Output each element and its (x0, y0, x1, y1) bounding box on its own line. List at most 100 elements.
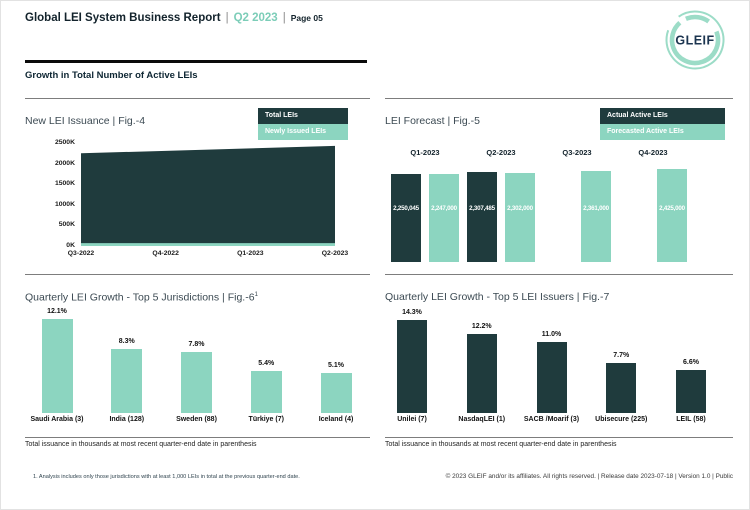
fig4-area-plot (81, 145, 335, 246)
percent-label: 11.0% (541, 330, 562, 338)
quarter-label: Q4-2023 (638, 148, 668, 157)
logo-outer-ring (665, 10, 725, 70)
panel-top-rule (25, 274, 370, 275)
actual-bar (391, 174, 421, 262)
category-label: LEIL (58) (676, 416, 706, 423)
y-axis-tick: 2000K (54, 159, 75, 167)
fig6-footnote: Total issuance in thousands at most rece… (25, 441, 257, 448)
chart-title-text: Quarterly LEI Growth - Top 5 LEI Issuers… (385, 290, 610, 303)
quarter-label: Q3-2023 (562, 148, 592, 157)
gleif-logo-graphic: GLEIF (665, 10, 725, 70)
forecast-bar (657, 169, 687, 262)
x-axis-label: Q4-2022 (152, 250, 179, 257)
legend-label: Actual Active LEIs (607, 112, 668, 119)
page-number: Page 05 (290, 13, 323, 23)
x-axis-label: Q3-2022 (67, 250, 95, 257)
growth-bar (536, 341, 567, 413)
copyright-line: © 2023 GLEIF and/or its affiliates. All … (445, 473, 733, 480)
growth-bar (397, 320, 427, 413)
bar-value-label: 2,361,000 (583, 205, 609, 212)
bar-value-label: 2,247,000 (431, 205, 457, 212)
category-label: Saudi Arabia (3) (30, 416, 84, 423)
percent-label: 5.4% (258, 360, 275, 368)
bar-value-label: 2,302,000 (507, 205, 533, 212)
growth-bar (111, 348, 143, 413)
quarter-label: Q2-2023 (486, 148, 516, 157)
fig4-area-chart: 2500K 2000K 1500K 1000K 500K 0K Q3-2022 Q4-2022… (25, 98, 370, 270)
percent-label: 7.8% (188, 341, 205, 349)
chart-title-text: LEI Forecast | Fig.-5 (385, 114, 480, 127)
chart-title-text: New LEI Issuance | Fig.-4 (25, 114, 146, 127)
panel-top-rule (385, 274, 733, 275)
percent-label: 6.6% (683, 359, 699, 367)
header-separator: | (225, 12, 229, 24)
total-leis-area (81, 145, 335, 246)
legend-label: Newly Issued LEIs (265, 128, 327, 135)
quarter-label: Q1-2023 (410, 148, 440, 157)
y-axis-tick: 500K (58, 221, 75, 229)
chart-title-fig5: LEI Forecast | Fig.-5 (385, 115, 480, 127)
panel-bottom-rule (25, 437, 370, 438)
gleif-logo: GLEIF (663, 8, 727, 72)
growth-bar (41, 318, 73, 413)
percent-label: 12.2% (471, 322, 492, 330)
panel-top5-lei-issuers: Quarterly LEI Growth - Top 5 LEI Issuers… (385, 274, 733, 456)
forecast-bar (505, 172, 535, 262)
x-axis-label: Q1-2023 (237, 250, 264, 257)
report-header: Global LEI System Business Report | Q2 202… (25, 12, 323, 24)
growth-bar (181, 352, 212, 413)
gleif-logo-text: GLEIF (675, 34, 714, 48)
y-axis-tick: 0K (66, 242, 75, 249)
actual-bar (467, 172, 497, 262)
growth-bar (466, 333, 497, 413)
panel-top-rule (25, 98, 370, 99)
chart-title-fig4: New LEI Issuance | Fig.-4 (25, 115, 145, 127)
bar-value-label: 2,425,000 (659, 205, 685, 212)
x-axis-label: Q2-2023 (321, 250, 349, 257)
growth-bar (250, 371, 282, 413)
fig4-legend: Total LEIs Newly Issued LEIs (258, 108, 348, 140)
growth-bar (320, 373, 352, 413)
legend-label: Forecasted Active LEIs (607, 128, 684, 135)
growth-bar (676, 370, 706, 413)
report-period: Q2 2023 (233, 12, 278, 24)
panel-lei-forecast: LEI Forecast | Fig.-5 Actual Active LEIs… (385, 98, 733, 270)
category-label: NasdaqLEI (1) (458, 416, 506, 423)
fig6-bar-chart: 12.1% Saudi Arabia (3) 8.3% India (128) 7.8%… (25, 274, 370, 456)
forecast-bar (429, 174, 459, 262)
percent-label: 8.3% (118, 337, 135, 345)
category-label: Sweden (88) (176, 416, 217, 423)
y-axis-tick: 1500K (54, 180, 75, 188)
growth-bar (606, 362, 637, 413)
bar-value-label: 2,250,045 (393, 205, 419, 212)
report-title: Global LEI System Business Report (25, 12, 221, 24)
page-footnote: 1. Analysis includes only those jurisdic… (33, 474, 300, 480)
legend-item-total-leis: Total LEIs (258, 108, 348, 124)
section-title: Growth in Total Number of Active LEIs (25, 70, 198, 81)
section-divider (25, 60, 367, 63)
fig7-footnote: Total issuance in thousands at most rece… (385, 441, 617, 448)
y-axis-tick: 1000K (54, 200, 75, 208)
category-label: India (128) (109, 416, 145, 423)
category-label: Ubisecure (225) (595, 416, 648, 423)
percent-label: 14.3% (402, 309, 422, 317)
newly-issued-leis-area (81, 243, 335, 246)
panel-new-lei-issuance: New LEI Issuance | Fig.-4 Total LEIs New… (25, 98, 370, 270)
chart-title-fig6: Quarterly LEI Growth - Top 5 Jurisdictio… (25, 291, 258, 304)
legend-item-forecasted-active-leis: Forecasted Active LEIs (600, 124, 725, 140)
panel-top5-jurisdictions: Quarterly LEI Growth - Top 5 Jurisdictio… (25, 274, 370, 456)
panel-top-rule (385, 98, 733, 99)
bar-value-label: 2,307,485 (469, 205, 495, 212)
legend-item-newly-issued-leis: Newly Issued LEIs (258, 124, 348, 140)
legend-label: Total LEIs (265, 112, 298, 119)
category-label: SACB /Moarif (3) (523, 416, 580, 423)
legend-item-actual-active-leis: Actual Active LEIs (600, 108, 725, 124)
fig7-bar-chart: 14.3% Unilei (7) 12.2% NasdaqLEI (1) 11.0% SA… (385, 274, 733, 456)
panel-bottom-rule (385, 437, 733, 438)
header-separator: | (282, 12, 286, 24)
category-label: Iceland (4) (318, 416, 354, 423)
chart-title-text: Quarterly LEI Growth - Top 5 Jurisdictio… (25, 291, 255, 303)
fig5-legend: Actual Active LEIs Forecasted Active LEI… (600, 108, 725, 140)
percent-label: 7.7% (613, 351, 630, 359)
